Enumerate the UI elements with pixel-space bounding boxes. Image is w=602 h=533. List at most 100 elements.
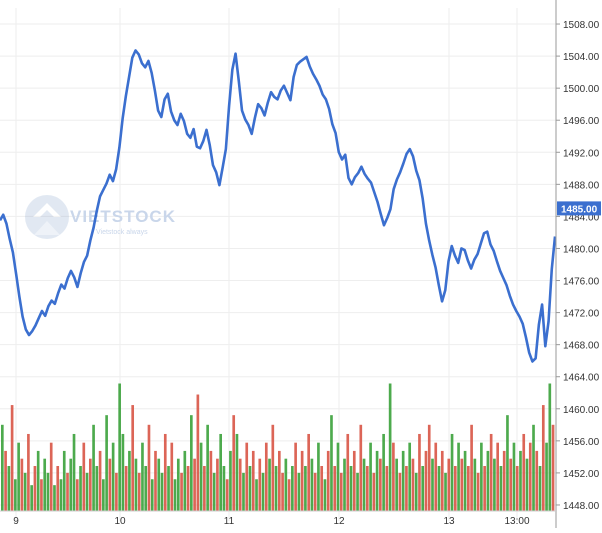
volume-bar [53,485,56,511]
volume-bar [242,472,245,511]
volume-bar [323,479,327,511]
volume-bar [493,458,496,511]
volume-bar [144,466,148,511]
y-tick-label: 1472.00 [563,309,600,320]
volume-bar [137,472,141,511]
volume-bar [444,472,447,511]
volume-bar [92,424,95,511]
y-tick-label: 1500.00 [563,84,600,95]
volume-bar [264,442,268,511]
volume-bar [339,472,343,511]
volume-bar [496,442,499,511]
volume-bar [111,442,115,511]
volume-bar [160,472,164,511]
volume-bar [369,442,372,511]
volume-bar [199,442,203,511]
volume-bar [470,424,473,511]
volume-bar [248,466,252,511]
volume-bar [141,442,144,511]
y-tick-label: 1508.00 [563,20,600,31]
volume-bar [375,450,379,511]
volume-bar [88,458,92,511]
volume-bar [278,450,281,511]
volume-bar [98,450,102,511]
volume-bar [102,479,105,511]
volume-bar [216,458,219,511]
volume-bar [395,458,398,511]
volume-bar [489,433,493,511]
volume-bar [209,450,213,511]
volume-bar [232,415,236,511]
watermark: VIETSTOCK Vietstock always [25,195,175,239]
volume-bar [274,466,278,511]
volume-bar [238,458,242,511]
volume-bar [476,472,480,511]
volume-bar [43,458,47,511]
volume-bar [532,424,535,511]
volume-bar [379,458,382,511]
volume-bar [268,458,271,511]
volume-bar [414,472,418,511]
volume-bar [473,458,477,511]
volume-bar [424,450,428,511]
volume-bar [502,450,506,511]
price-line [0,49,557,363]
volume-bar [255,479,258,511]
price-series [0,49,557,363]
volume-bar [349,466,353,511]
volume-bar [447,458,451,511]
volume-bar [7,466,11,511]
volume-bar [36,450,40,511]
watermark-tagline: Vietstock always [96,229,148,236]
volume-bar [300,450,304,511]
volume-bar [176,458,180,511]
volume-bar [131,405,135,511]
volume-bar [193,458,196,511]
volume-bar [167,466,170,511]
volume-bar [23,472,27,511]
volume-bar [20,458,24,511]
volume-bar [457,442,460,511]
volume-bar [333,466,337,511]
volume-bar [405,466,408,511]
volume-bar [173,479,177,511]
volume-bar [330,415,333,511]
volume-bar [512,442,516,511]
volume-bar [336,442,340,511]
volume-bar [203,466,206,511]
last-price-label: 1485.00 [561,204,598,215]
y-tick-label: 1488.00 [563,180,600,191]
y-tick-label: 1496.00 [563,116,600,127]
volume-bar [258,458,262,511]
volume-bar [291,466,294,511]
volume-bar [30,485,33,511]
volume-bar [548,383,552,511]
volume-bar [538,466,542,511]
volume-bar [460,458,464,511]
volume-bar [85,472,89,511]
volume-bar [453,466,457,511]
volume-bar [62,450,66,511]
y-tick-label: 1448.00 [563,501,600,512]
volume-bar [206,424,209,511]
volume-bar [486,450,490,511]
volume-bar [294,442,297,511]
y-tick-label: 1480.00 [563,244,600,255]
y-tick-label: 1452.00 [563,469,600,480]
x-tick-label: 13 [443,516,455,527]
volume-bar [411,458,415,511]
volume-bar [310,458,314,511]
volume-bar [281,472,284,511]
volume-bar [72,433,76,511]
volume-bar [522,433,526,511]
x-axis: 9 10 11 12 13 13:00 [0,510,556,527]
y-tick-label: 1476.00 [563,277,600,288]
volume-bar [33,466,37,511]
volume-bar [229,450,232,511]
volume-bar [372,472,376,511]
x-tick-label: 12 [333,516,345,527]
volume-bar [69,458,73,511]
volume-bar [463,450,467,511]
